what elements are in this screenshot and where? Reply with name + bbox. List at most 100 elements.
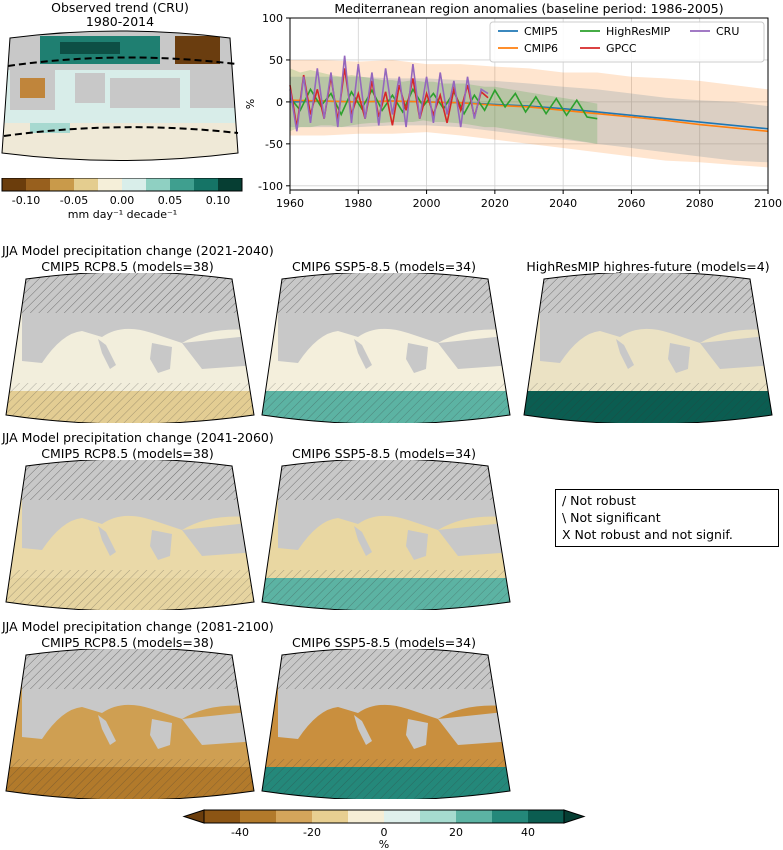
band-cmip6 <box>290 59 768 168</box>
anatolia-land <box>182 522 254 556</box>
map-frame <box>523 273 773 423</box>
obs-cbar-tick: 0.10 <box>206 194 231 207</box>
y-axis-label: % <box>244 99 257 109</box>
obs-colorbar: -0.10 -0.05 0.00 0.05 0.10 <box>1 178 243 207</box>
legend-label-highresmip: HighResMIP <box>606 25 671 38</box>
hatching <box>22 273 254 313</box>
x-tick-label: 2060 <box>617 197 645 210</box>
map-frame <box>5 273 255 423</box>
hatching <box>278 460 510 500</box>
anatolia-land <box>438 522 510 556</box>
obs-title-line1: Observed trend (CRU) <box>51 0 189 15</box>
anatolia-land <box>700 335 772 369</box>
map-cmip6-2021-2040 <box>261 273 511 423</box>
cbar-tick: 0 <box>381 826 388 839</box>
obs-cbar-label: mm day⁻¹ decade⁻¹ <box>67 208 178 221</box>
greece-land <box>150 719 172 749</box>
map-title-cmip6: CMIP6 SSP5-8.5 (models=34) <box>292 446 476 461</box>
section-title-2041-2060: JJA Model precipitation change (2041-206… <box>2 430 274 445</box>
obs-cbar-tick: 0.00 <box>110 194 135 207</box>
hatching <box>262 570 510 610</box>
greece-land <box>150 343 172 373</box>
italy-land <box>354 715 372 745</box>
map-title-cmip6: CMIP6 SSP5-8.5 (models=34) <box>292 635 476 650</box>
hatching <box>524 383 772 423</box>
change-colorbar: -40 -20 0 20 40 % <box>182 809 586 850</box>
map-frame <box>261 273 511 423</box>
cbar-tick: -20 <box>303 826 321 839</box>
greece-land <box>406 343 428 373</box>
italy-land <box>354 339 372 369</box>
map-title-cmip6: CMIP6 SSP5-8.5 (models=34) <box>292 259 476 274</box>
legend-label-cmip6: CMIP6 <box>524 42 558 55</box>
x-tick-label: 2000 <box>413 197 441 210</box>
map-frame <box>261 460 511 610</box>
x-tick-label: 2040 <box>549 197 577 210</box>
greece-land <box>150 530 172 560</box>
plot-frame <box>289 17 769 191</box>
map-cmip5-2041-2060 <box>5 460 255 610</box>
map-title-cmip5: CMIP5 RCP8.5 (models=38) <box>41 635 214 650</box>
map-frame <box>5 460 255 610</box>
x-tick-label: 1960 <box>276 197 304 210</box>
map-title-highres: HighResMIP highres-future (models=4) <box>526 259 770 274</box>
obs-trend-map <box>1 30 239 161</box>
x-tick-label: 2100 <box>754 197 782 210</box>
x-tick-label: 2080 <box>686 197 714 210</box>
legend-label-gpcc: GPCC <box>606 42 637 55</box>
map-frame <box>261 649 511 799</box>
y-tick-label: 50 <box>269 54 283 67</box>
anatolia-land <box>438 335 510 369</box>
y-tick-label: -50 <box>265 138 283 151</box>
obs-cbar-tick: 0.05 <box>158 194 183 207</box>
cbar-tick: 40 <box>521 826 535 839</box>
legend-not-significant: \ Not significant <box>562 510 661 525</box>
hatching <box>6 759 254 799</box>
hatching <box>278 273 510 313</box>
hatching <box>540 273 772 313</box>
y-tick-label: 100 <box>262 12 283 25</box>
obs-cbar-tick: -0.05 <box>60 194 88 207</box>
cbar-label: % <box>379 838 389 850</box>
italy-land <box>98 339 116 369</box>
anomaly-timeseries-chart: Mediterranean region anomalies (baseline… <box>244 1 782 210</box>
obs-cbar-tick: -0.10 <box>12 194 40 207</box>
map-cmip6-2041-2060 <box>261 460 511 610</box>
map-cmip6-2081-2100 <box>261 649 511 799</box>
legend-not-robust: / Not robust <box>562 493 636 508</box>
greece-land <box>406 719 428 749</box>
hatching <box>6 570 254 610</box>
cbar-tick: 20 <box>449 826 463 839</box>
y-tick-label: -100 <box>258 180 283 193</box>
x-tick-label: 1980 <box>344 197 372 210</box>
italy-land <box>616 339 634 369</box>
map-title-cmip5: CMIP5 RCP8.5 (models=38) <box>41 446 214 461</box>
hatching <box>6 383 254 423</box>
hatching <box>22 460 254 500</box>
anatolia-land <box>438 711 510 745</box>
legend-frame <box>489 21 765 63</box>
legend-label-cru: CRU <box>716 25 739 38</box>
hatching <box>262 383 510 423</box>
legend-not-robust-not-signif: X Not robust and not signif. <box>562 527 733 542</box>
hatching <box>262 759 510 799</box>
italy-land <box>98 715 116 745</box>
italy-land <box>354 526 372 556</box>
anatolia-land <box>182 711 254 745</box>
map-cmip5-2081-2100 <box>5 649 255 799</box>
series-line-cru <box>289 55 489 132</box>
section-title-2021-2040: JJA Model precipitation change (2021-204… <box>2 243 274 258</box>
legend-label-cmip5: CMIP5 <box>524 25 558 38</box>
anatolia-land <box>182 335 254 369</box>
section-title-2081-2100: JJA Model precipitation change (2081-210… <box>2 619 274 634</box>
greece-land <box>668 343 690 373</box>
map-cmip5-2021-2040 <box>5 273 255 423</box>
hatching <box>278 649 510 689</box>
italy-land <box>98 526 116 556</box>
chart-title: Mediterranean region anomalies (baseline… <box>334 1 723 16</box>
hatching <box>22 649 254 689</box>
cbar-tick: -40 <box>231 826 249 839</box>
hatching-legend: / Not robust \ Not significant X Not rob… <box>555 489 779 547</box>
map-frame <box>5 649 255 799</box>
obs-title-line2: 1980-2014 <box>85 14 155 29</box>
